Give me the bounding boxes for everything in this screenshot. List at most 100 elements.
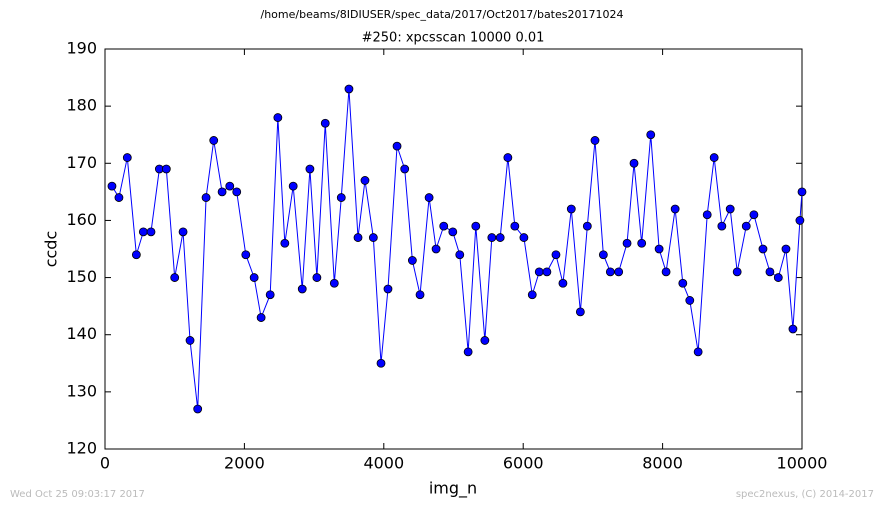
data-point [749, 210, 759, 220]
x-tick-label: 8000 [642, 454, 683, 473]
data-point [392, 141, 402, 151]
data-point [534, 267, 544, 277]
data-point [368, 233, 378, 242]
data-point [114, 193, 124, 202]
data-point [146, 227, 156, 237]
data-point [376, 358, 386, 368]
data-point [605, 267, 615, 277]
data-point [795, 216, 805, 225]
data-point [107, 181, 117, 191]
data-point [487, 233, 497, 242]
data-point [685, 296, 695, 305]
data-point [448, 227, 458, 237]
footer-left: Wed Oct 25 09:03:17 2017 [10, 489, 145, 500]
data-point [765, 267, 775, 277]
data-point [637, 238, 647, 248]
data-point [439, 221, 449, 231]
data-point [400, 164, 410, 174]
data-point [424, 193, 434, 202]
data-point [256, 313, 266, 322]
data-point [519, 233, 529, 242]
x-tick-label: 4000 [363, 454, 404, 473]
data-point [693, 347, 703, 357]
data-point [273, 113, 283, 122]
data-point [551, 250, 561, 260]
data-point [495, 233, 505, 242]
x-tick-label: 2000 [224, 454, 265, 473]
data-point [797, 187, 807, 197]
data-point [431, 244, 441, 254]
data-point [558, 278, 568, 288]
data-point [503, 153, 513, 162]
data-point [336, 193, 346, 202]
data-point [209, 136, 219, 145]
data-point [709, 153, 719, 162]
data-point [280, 238, 290, 248]
chart-title: #250: xpcsscan 10000 0.01 [362, 31, 545, 46]
data-point [415, 290, 425, 300]
data-point [383, 284, 393, 294]
y-tick-label: 160 [66, 210, 97, 229]
data-point [661, 267, 671, 277]
data-point [353, 233, 363, 242]
data-point [575, 307, 585, 317]
footer-right: spec2nexus, (C) 2014-2017 [736, 489, 874, 500]
y-tick-label: 120 [66, 439, 97, 458]
data-point [344, 84, 354, 94]
data-point [590, 136, 600, 145]
x-tick-label: 10000 [777, 454, 828, 473]
data-point [305, 164, 315, 174]
data-point [249, 273, 259, 282]
data-point [463, 347, 473, 357]
y-axis-label: ccdc [42, 231, 61, 268]
data-point [527, 290, 537, 300]
data-point [265, 290, 275, 300]
data-point [193, 404, 203, 414]
data-point [566, 204, 576, 214]
data-point [185, 336, 195, 345]
y-tick-label: 150 [66, 267, 97, 286]
data-point [407, 256, 417, 265]
data-point [598, 250, 608, 260]
data-point [510, 221, 520, 231]
data-point [646, 130, 656, 140]
data-point [717, 221, 727, 231]
data-point [170, 273, 180, 282]
data-point [702, 210, 712, 220]
y-tick-label: 180 [66, 96, 97, 115]
data-point [329, 278, 339, 288]
data-point [741, 221, 751, 231]
data-point [781, 244, 791, 254]
y-tick-label: 130 [66, 381, 97, 400]
data-point [480, 336, 490, 345]
data-point [773, 273, 783, 282]
data-point [178, 227, 188, 237]
data-point [360, 176, 370, 185]
data-point [788, 324, 798, 334]
data-point [232, 187, 242, 197]
data-point [312, 273, 322, 282]
data-point [122, 153, 132, 162]
x-axis-label: img_n [429, 479, 477, 499]
data-point [225, 181, 235, 191]
data-point [201, 193, 211, 202]
x-tick-label: 0 [100, 454, 110, 473]
y-tick-label: 190 [66, 39, 97, 58]
data-point [614, 267, 624, 277]
data-point [288, 181, 298, 191]
data-point [161, 164, 171, 174]
data-point [670, 204, 680, 214]
data-point [217, 187, 227, 197]
data-point [725, 204, 735, 214]
data-point [455, 250, 465, 260]
data-point [471, 221, 481, 231]
data-point [678, 278, 688, 288]
data-point [320, 118, 330, 128]
y-tick-label: 140 [66, 324, 97, 343]
data-point [542, 267, 552, 277]
data-point [297, 284, 307, 294]
data-point [582, 221, 592, 231]
plot-frame [104, 48, 803, 450]
data-point [654, 244, 664, 254]
